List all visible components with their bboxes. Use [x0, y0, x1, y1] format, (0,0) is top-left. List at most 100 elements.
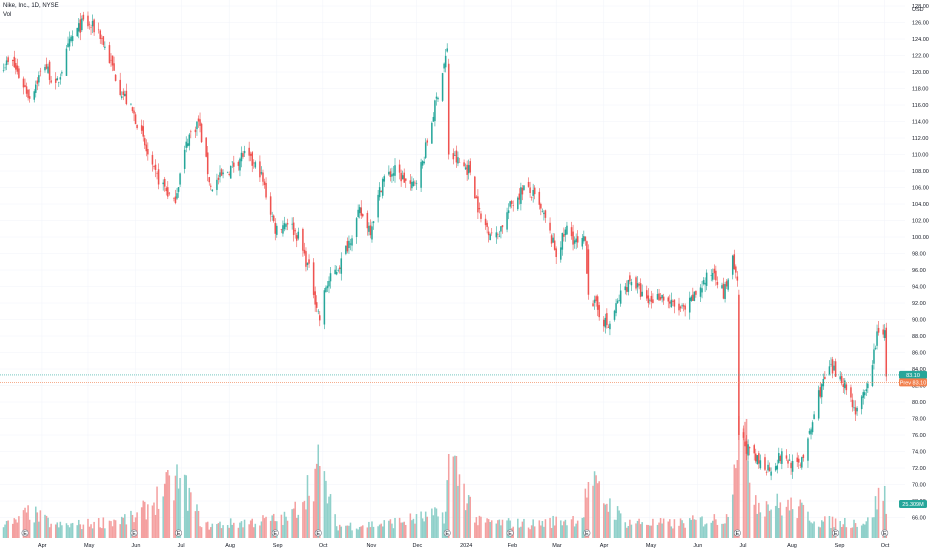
- volume-bar: [486, 518, 488, 538]
- candle-body: [35, 84, 37, 93]
- candle-body: [681, 305, 683, 307]
- price-tick-label: 106.00: [912, 186, 929, 192]
- candle-body: [249, 153, 252, 156]
- candle-body: [635, 277, 637, 289]
- volume-bar: [434, 507, 436, 538]
- volume-bar: [636, 520, 639, 538]
- candle-body: [271, 216, 273, 217]
- candle-body: [133, 110, 135, 114]
- volume-bar: [130, 510, 132, 538]
- volume-bar: [211, 523, 214, 538]
- price-tick-label: 70.00: [912, 483, 926, 489]
- event-icon[interactable]: [443, 529, 451, 537]
- volume-bar: [543, 526, 545, 538]
- candle-body: [808, 430, 811, 434]
- candle-body: [358, 207, 361, 214]
- event-icon[interactable]: [314, 529, 322, 537]
- candle-body: [176, 193, 178, 199]
- candle-body: [285, 224, 287, 227]
- candle-body: [206, 152, 209, 175]
- volume-bar: [705, 523, 708, 538]
- volume-bar: [421, 518, 424, 538]
- event-icon[interactable]: [733, 529, 741, 537]
- candle-body: [239, 158, 241, 171]
- candle-body: [790, 462, 792, 469]
- candle-body: [444, 55, 447, 68]
- price-axis[interactable]: USD 66.0068.0070.0072.0074.0076.0078.008…: [912, 4, 929, 522]
- candle-body: [678, 303, 680, 311]
- volume-bar: [39, 510, 42, 538]
- volume-bar: [615, 519, 617, 538]
- candle-body: [867, 383, 869, 389]
- volume-bar: [774, 505, 777, 538]
- candle-body: [606, 313, 608, 326]
- volume-bar: [188, 487, 191, 538]
- event-glyph: E: [316, 531, 320, 537]
- candle-body: [688, 297, 691, 313]
- volume-bar: [113, 519, 115, 538]
- candle-body: [11, 59, 14, 62]
- candle-body: [464, 167, 467, 170]
- event-icon[interactable]: [21, 529, 29, 537]
- volume-bar: [662, 518, 665, 538]
- volume-bar: [791, 509, 794, 538]
- volume-bar: [661, 523, 663, 538]
- volume-bar: [495, 523, 498, 538]
- volume-bar: [765, 501, 768, 538]
- candle-body: [695, 290, 697, 295]
- candle-body: [603, 319, 605, 327]
- candle-body: [527, 181, 530, 187]
- candle-body: [833, 365, 835, 371]
- candle-body: [586, 241, 588, 274]
- candle-body: [415, 183, 418, 185]
- candle-body: [885, 327, 888, 377]
- event-icon[interactable]: [832, 529, 840, 537]
- volume-bar: [797, 506, 800, 538]
- candle-body: [641, 291, 643, 297]
- volume-bar: [619, 513, 622, 538]
- volume-bar: [713, 514, 716, 538]
- candle-body: [291, 223, 293, 225]
- candle-body: [607, 326, 610, 328]
- event-icon[interactable]: [881, 529, 889, 537]
- candle-body: [609, 323, 611, 330]
- time-axis[interactable]: Apr May Jun Jul Aug Sep Oct Nov Dec 2024 Feb Mar Apr…: [38, 543, 890, 549]
- volume-bar: [173, 500, 175, 538]
- candle-body: [217, 177, 220, 180]
- event-icon[interactable]: [583, 529, 591, 537]
- volume-bar: [630, 524, 633, 538]
- event-icon[interactable]: [271, 529, 279, 537]
- candle-body: [500, 226, 502, 232]
- event-icon[interactable]: [175, 529, 183, 537]
- candle-body: [205, 137, 207, 157]
- candle-body: [314, 291, 316, 305]
- event-icon[interactable]: [506, 529, 514, 537]
- candle-body: [434, 100, 436, 122]
- volume-bar: [423, 521, 425, 538]
- volume-bar: [239, 522, 241, 538]
- volume-bar: [243, 519, 246, 538]
- volume-bar: [144, 501, 146, 538]
- volume-bar: [206, 521, 209, 538]
- volume-bar: [174, 475, 177, 538]
- volume-bar: [140, 507, 143, 538]
- candle-body: [188, 134, 191, 146]
- volume-bar: [738, 416, 740, 538]
- event-icon[interactable]: [130, 529, 138, 537]
- candle-body: [190, 131, 192, 133]
- volume-bar: [219, 521, 221, 538]
- candle-body: [222, 172, 224, 175]
- candle-body: [168, 192, 171, 194]
- candle-body: [392, 173, 395, 176]
- candle-body: [863, 392, 866, 396]
- volume-bar: [659, 518, 662, 538]
- volume-bar: [733, 464, 736, 538]
- candle-body: [228, 173, 230, 175]
- candle-body: [851, 399, 854, 408]
- candle-body: [776, 465, 779, 470]
- candle-body: [102, 36, 105, 45]
- candle-body: [134, 114, 137, 125]
- volume-bar: [70, 523, 72, 538]
- candle-body: [452, 153, 455, 160]
